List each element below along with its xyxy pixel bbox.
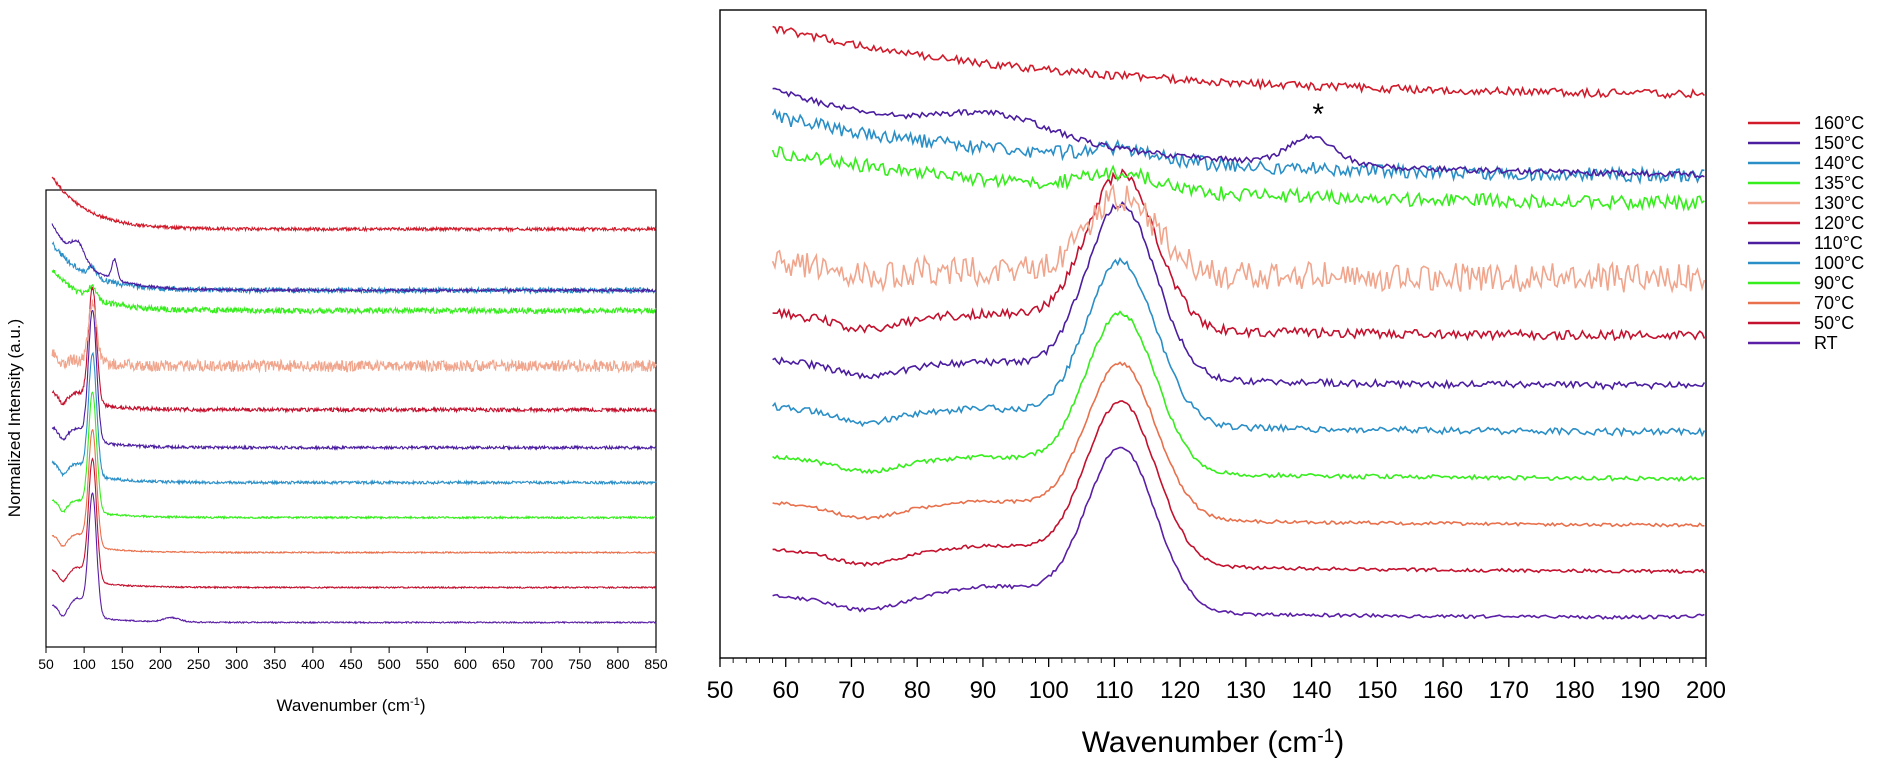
right-x-axis: 50 60 70 80 90 100 110 120 130 140 150 160 170 180 190… [707,658,1726,704]
left-series-line-120c [51,285,657,414]
right-series-line-70c [772,361,1705,528]
right-series-line-160c [772,25,1705,100]
left-x-tick-label: 800 [606,656,630,672]
right-series-group [771,25,1706,621]
left-series-line-110c [51,309,657,452]
left-x-tick-label: 650 [492,656,516,672]
legend-label: 160°C [1814,113,1864,133]
left-x-tick-label: 150 [111,656,135,672]
legend-label: 135°C [1814,173,1864,193]
right-x-tick-label: 60 [772,677,799,704]
right-x-tick-label: 80 [904,677,931,704]
legend-label: 70°C [1814,293,1854,313]
left-x-tick-label: 450 [339,656,363,672]
right-series-line-100c [771,257,1706,438]
left-x-tick-label: 700 [530,656,554,672]
right-series-line-130c [771,183,1706,294]
right-plot-frame [719,9,1707,659]
right-series-line-140c [771,108,1705,185]
right-x-tick-label: 160 [1423,677,1463,704]
left-x-tick-label: 250 [187,656,211,672]
peak-annotation-asterisk: * [1312,98,1324,131]
right-x-tick-label: 130 [1226,677,1266,704]
left-x-axis-label: Wavenumber (cm-1) [277,696,426,715]
right-series-line-rt [772,446,1705,621]
left-series-group [51,176,657,625]
legend-label: 150°C [1814,133,1864,153]
legend-label: 120°C [1814,213,1864,233]
right-series-line-110c [772,201,1706,391]
right-series-line-90c [772,310,1705,483]
left-x-tick-label: 400 [301,656,325,672]
right-series-line-120c [772,168,1706,342]
left-series-line-50c [51,457,656,590]
legend-label: 50°C [1814,313,1854,333]
legend-label: 100°C [1814,253,1864,273]
right-x-tick-label: 150 [1357,677,1397,704]
left-series-line-130c [51,299,657,374]
legend-label: 140°C [1814,153,1864,173]
right-series-line-50c [772,400,1706,574]
left-chart: 50 100 150 200 250 300 350 400 450 500 550 600 650 70… [5,176,668,715]
right-x-tick-label: 190 [1620,677,1660,704]
left-x-tick-label: 850 [644,656,668,672]
left-y-axis-label: Normalized Intensity (a.u.) [5,319,24,517]
right-x-tick-label: 100 [1029,677,1069,704]
left-x-tick-label: 200 [149,656,173,672]
left-x-tick-label: 100 [72,656,96,672]
left-series-line-150c [51,223,657,294]
right-x-tick-label: 200 [1686,677,1726,704]
left-series-line-135c [51,268,657,316]
right-x-tick-label: 140 [1292,677,1332,704]
right-x-tick-label: 70 [838,677,865,704]
left-plot-frame [45,189,657,648]
right-x-tick-label: 180 [1555,677,1595,704]
left-series-line-70c [51,429,657,555]
left-series-line-140c [51,241,657,296]
left-x-tick-label: 350 [263,656,287,672]
right-x-tick-label: 110 [1095,677,1133,704]
left-x-axis: 50 100 150 200 250 300 350 400 450 500 550 600 650 70… [38,647,668,672]
legend-label: RT [1814,333,1838,353]
left-x-tick-label: 500 [377,656,401,672]
legend-label: 110°C [1814,233,1863,253]
right-x-tick-label: 120 [1160,677,1200,704]
left-x-tick-label: 600 [454,656,478,672]
left-series-line-rt [52,492,657,625]
right-chart: 50 60 70 80 90 100 110 120 130 140 150 160 170 180 190… [707,9,1726,760]
left-x-tick-label: 550 [416,656,440,672]
left-x-tick-label: 300 [225,656,249,672]
right-x-axis-label: Wavenumber (cm-1) [1082,726,1345,760]
right-x-tick-label: 170 [1489,677,1529,704]
right-series-line-135c [771,145,1705,212]
right-x-tick-label: 50 [707,677,734,704]
legend: 160°C150°C140°C135°C130°C120°C110°C100°C… [1748,113,1864,353]
legend-label: 90°C [1814,273,1854,293]
left-x-tick-label: 50 [38,656,54,672]
legend-label: 130°C [1814,193,1864,213]
right-series-line-150c [772,87,1705,179]
left-x-tick-label: 750 [568,656,592,672]
left-series-line-90c [52,391,657,520]
left-series-line-160c [51,176,657,233]
right-x-tick-label: 90 [970,677,997,704]
left-series-line-100c [51,351,657,486]
